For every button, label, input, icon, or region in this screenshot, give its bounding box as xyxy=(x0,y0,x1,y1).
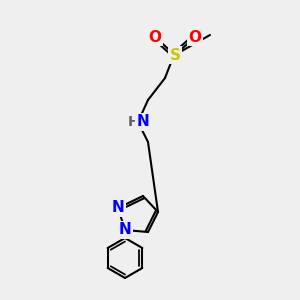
Text: O: O xyxy=(148,29,161,44)
Text: N: N xyxy=(112,200,124,215)
Text: N: N xyxy=(118,223,131,238)
Text: N: N xyxy=(136,115,149,130)
Text: S: S xyxy=(169,47,181,62)
Text: H: H xyxy=(128,115,140,129)
Text: O: O xyxy=(188,29,202,44)
